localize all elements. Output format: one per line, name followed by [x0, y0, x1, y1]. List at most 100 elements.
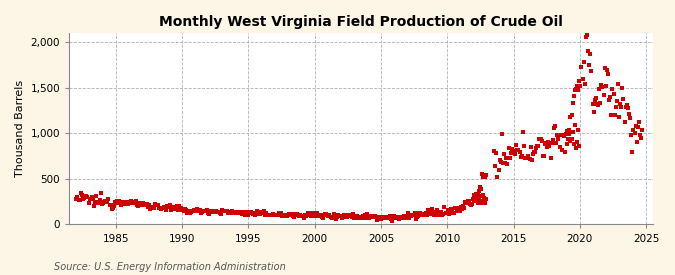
Point — [530, 150, 541, 155]
Point — [310, 214, 321, 219]
Point — [471, 192, 482, 197]
Point — [454, 209, 465, 214]
Point — [356, 216, 367, 220]
Point — [222, 210, 233, 215]
Point — [501, 156, 512, 160]
Point — [335, 213, 346, 218]
Point — [320, 212, 331, 216]
Point — [292, 212, 303, 216]
Point — [425, 211, 435, 216]
Point — [201, 208, 212, 213]
Point — [290, 212, 300, 216]
Point — [281, 213, 292, 218]
Point — [449, 210, 460, 215]
Point — [284, 213, 295, 217]
Point — [142, 202, 153, 206]
Point — [326, 216, 337, 220]
Point — [109, 204, 119, 208]
Point — [399, 213, 410, 218]
Point — [466, 202, 477, 206]
Point — [90, 199, 101, 204]
Point — [637, 127, 647, 132]
Point — [479, 175, 489, 179]
Point — [527, 152, 538, 156]
Point — [204, 211, 215, 216]
Point — [441, 211, 452, 215]
Point — [529, 150, 539, 154]
Point — [379, 215, 390, 220]
Point — [333, 213, 344, 218]
Point — [497, 161, 508, 166]
Point — [437, 213, 448, 217]
Point — [180, 208, 191, 212]
Point — [531, 146, 541, 150]
Point — [124, 200, 135, 204]
Point — [194, 208, 205, 212]
Point — [565, 115, 576, 119]
Point — [86, 194, 97, 199]
Point — [397, 216, 408, 220]
Point — [560, 150, 570, 155]
Point — [568, 93, 579, 98]
Point — [451, 208, 462, 213]
Point — [273, 210, 284, 215]
Point — [95, 190, 106, 195]
Point — [119, 202, 130, 207]
Point — [248, 211, 259, 216]
Point — [227, 209, 238, 213]
Point — [280, 213, 291, 217]
Point — [533, 144, 544, 148]
Point — [249, 211, 260, 216]
Point — [354, 214, 364, 219]
Point — [220, 209, 231, 213]
Point — [153, 203, 163, 207]
Point — [205, 210, 215, 215]
Point — [340, 214, 350, 219]
Point — [582, 33, 593, 37]
Point — [332, 215, 343, 219]
Point — [136, 203, 147, 208]
Point — [207, 208, 218, 213]
Point — [536, 139, 547, 143]
Point — [155, 206, 166, 210]
Point — [79, 196, 90, 200]
Point — [352, 213, 362, 218]
Point — [435, 210, 446, 214]
Point — [282, 213, 293, 218]
Point — [612, 82, 623, 86]
Point — [104, 202, 115, 207]
Point — [126, 201, 137, 205]
Point — [547, 138, 558, 142]
Point — [329, 211, 340, 216]
Point — [270, 213, 281, 217]
Point — [570, 123, 580, 128]
Point — [360, 214, 371, 219]
Point — [236, 210, 246, 214]
Point — [555, 145, 566, 149]
Point — [240, 213, 251, 217]
Point — [565, 139, 576, 143]
Point — [537, 154, 548, 158]
Point — [342, 215, 352, 220]
Point — [186, 210, 196, 214]
Point — [508, 148, 518, 153]
Point — [362, 211, 373, 216]
Point — [258, 211, 269, 215]
Point — [591, 102, 602, 106]
Point — [620, 105, 631, 109]
Point — [296, 214, 307, 219]
Point — [122, 200, 132, 204]
Point — [195, 208, 206, 212]
Point — [614, 115, 624, 120]
Point — [156, 206, 167, 211]
Point — [521, 156, 532, 160]
Point — [286, 212, 297, 216]
Point — [541, 141, 551, 145]
Point — [481, 197, 492, 201]
Point — [171, 204, 182, 208]
Point — [610, 105, 621, 109]
Point — [561, 132, 572, 136]
Point — [274, 211, 285, 215]
Point — [534, 137, 545, 141]
Point — [459, 206, 470, 210]
